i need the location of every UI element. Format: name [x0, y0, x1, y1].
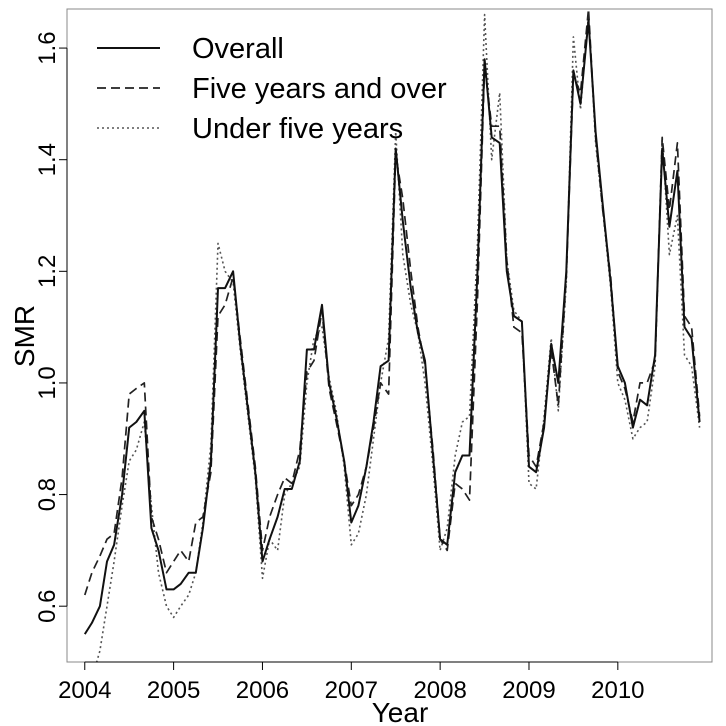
x-tick-label: 2009: [502, 677, 555, 704]
x-tick-label: 2008: [413, 677, 466, 704]
legend: Overall Five years and over Under five yea…: [97, 33, 447, 145]
x-tick-label: 2005: [147, 677, 200, 704]
legend-label: Overall: [192, 33, 284, 65]
x-tick-label: 2010: [591, 677, 644, 704]
x-tick-label: 2006: [236, 677, 289, 704]
x-tick-label: 2007: [325, 677, 378, 704]
y-tick-label: 1.4: [34, 143, 61, 176]
y-tick-label: 0.8: [34, 478, 61, 511]
y-axis-label: SMR: [9, 305, 40, 367]
y-tick-label: 0.6: [34, 590, 61, 623]
x-axis: 2004 2005 2006 2007 2008 2009 2010: [58, 661, 645, 704]
y-tick-label: 1.0: [34, 366, 61, 399]
legend-label: Under five years: [192, 113, 403, 145]
x-axis-label: Year: [372, 697, 429, 726]
legend-label: Five years and over: [192, 73, 447, 105]
y-tick-label: 1.6: [34, 31, 61, 64]
series-line-dotted: [95, 13, 701, 662]
y-tick-label: 1.2: [34, 255, 61, 288]
y-axis: 0.6 0.8 1.0 1.2 1.4 1.6: [34, 31, 68, 623]
series-layer: [83, 9, 701, 662]
x-tick-label: 2004: [58, 677, 111, 704]
series-line-solid: [83, 19, 701, 635]
